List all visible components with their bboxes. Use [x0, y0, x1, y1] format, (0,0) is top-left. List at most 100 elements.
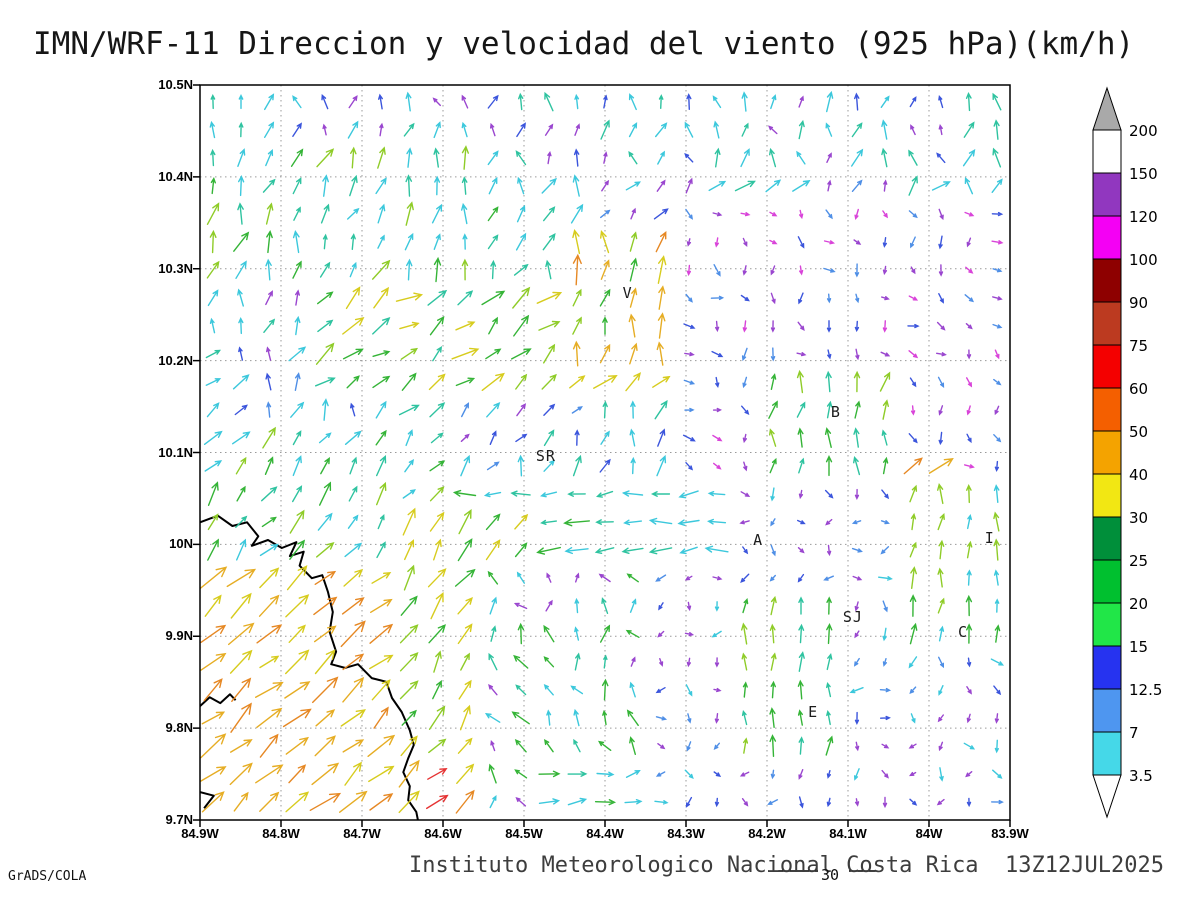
- wind-arrow: [713, 264, 721, 277]
- wind-arrow: [629, 342, 638, 365]
- wind-arrow: [965, 91, 972, 112]
- wind-arrow: [572, 229, 581, 255]
- colorbar-tick-label: 40: [1129, 466, 1149, 484]
- colorbar-segment: [1092, 688, 1122, 733]
- wind-arrow: [563, 518, 590, 527]
- wind-arrow: [992, 323, 1003, 329]
- wind-arrow: [625, 629, 640, 638]
- wind-arrow: [658, 602, 664, 611]
- wind-arrow: [229, 762, 253, 786]
- wind-arrow: [350, 402, 356, 417]
- wind-arrow: [938, 95, 944, 109]
- wind-arrow: [686, 93, 692, 110]
- wind-arrow: [684, 352, 695, 357]
- wind-arrow: [429, 486, 445, 502]
- wind-arrow: [285, 649, 310, 675]
- wind-arrow: [993, 434, 1002, 443]
- wind-arrow: [769, 147, 777, 168]
- wind-arrow: [965, 594, 973, 617]
- wind-arrow: [372, 316, 391, 335]
- wind-arrow: [461, 176, 468, 195]
- wind-arrow: [430, 432, 444, 444]
- wind-arrow: [908, 771, 917, 777]
- wind-arrow: [457, 737, 473, 754]
- wind-arrow: [797, 321, 805, 331]
- wind-arrow: [653, 208, 669, 220]
- wind-arrow: [232, 431, 251, 445]
- wind-arrow: [936, 352, 947, 357]
- wind-arrow: [826, 152, 832, 163]
- wind-arrow: [543, 343, 556, 364]
- wind-arrow: [264, 93, 275, 111]
- wind-arrow: [964, 211, 975, 217]
- wind-arrow: [908, 350, 919, 359]
- station-label-b: B: [830, 403, 841, 422]
- wind-arrow: [370, 598, 393, 613]
- wind-arrow: [769, 428, 777, 447]
- wind-arrow: [739, 520, 750, 525]
- wind-arrow: [964, 464, 975, 469]
- wind-arrow: [936, 321, 946, 331]
- wind-arrow: [460, 652, 470, 671]
- colorbar-tick-label: 25: [1129, 552, 1149, 570]
- wind-arrow: [427, 289, 448, 306]
- wind-arrow: [575, 572, 580, 583]
- wind-arrow: [201, 711, 226, 725]
- wind-arrow: [658, 285, 666, 310]
- wind-arrow: [427, 568, 447, 588]
- wind-arrow: [937, 567, 944, 588]
- wind-arrow: [936, 152, 946, 164]
- colorbar-tick-label: 7: [1129, 724, 1139, 742]
- wind-arrow: [515, 373, 528, 390]
- wind-arrow: [966, 569, 972, 586]
- wind-arrow: [433, 256, 442, 283]
- wind-arrow: [314, 649, 336, 675]
- wind-arrow: [402, 507, 416, 536]
- wind-arrow: [826, 320, 832, 333]
- wind-arrow: [266, 401, 272, 418]
- wind-arrow: [686, 238, 692, 247]
- wind-arrow: [429, 402, 446, 418]
- wind-arrow: [623, 519, 642, 526]
- wind-arrow: [909, 377, 917, 388]
- wind-arrow: [908, 149, 918, 166]
- wind-arrow: [398, 790, 420, 814]
- wind-arrow: [910, 713, 916, 724]
- wind-arrow: [207, 289, 219, 307]
- wind-arrow: [851, 547, 863, 553]
- wind-arrow: [994, 624, 1001, 643]
- wind-arrow: [797, 427, 804, 448]
- wind-arrow: [966, 623, 973, 644]
- wind-arrow: [567, 491, 586, 497]
- wind-arrow: [488, 652, 498, 671]
- wind-arrow: [572, 288, 582, 307]
- wind-arrow: [849, 687, 864, 694]
- wind-arrow: [516, 403, 527, 417]
- wind-arrow: [204, 460, 223, 472]
- wind-arrow: [765, 179, 782, 193]
- wind-arrow: [770, 373, 777, 390]
- wind-arrow: [881, 296, 890, 301]
- wind-arrow: [367, 734, 396, 757]
- wind-arrow: [855, 348, 860, 361]
- wind-arrow: [742, 237, 748, 247]
- wind-arrow: [350, 233, 356, 250]
- wind-arrow: [485, 513, 501, 531]
- wind-arrow: [741, 709, 748, 726]
- wind-arrow: [740, 148, 750, 168]
- wind-arrow: [487, 206, 499, 222]
- colorbar-tick-label: 12.5: [1129, 681, 1163, 699]
- x-axis-tick-label: 84.3W: [667, 826, 705, 841]
- wind-arrow: [572, 174, 580, 197]
- wind-arrow: [488, 176, 498, 195]
- wind-arrow: [991, 240, 1004, 245]
- contour-label-30: 30: [821, 866, 840, 884]
- wind-arrow: [572, 253, 582, 286]
- wind-arrow: [710, 295, 725, 301]
- wind-arrow: [317, 512, 333, 531]
- wind-arrow: [209, 229, 217, 254]
- wind-arrow: [993, 378, 1002, 386]
- wind-arrow: [342, 653, 365, 671]
- coastline-segment: [200, 693, 237, 707]
- wind-arrow: [798, 651, 805, 672]
